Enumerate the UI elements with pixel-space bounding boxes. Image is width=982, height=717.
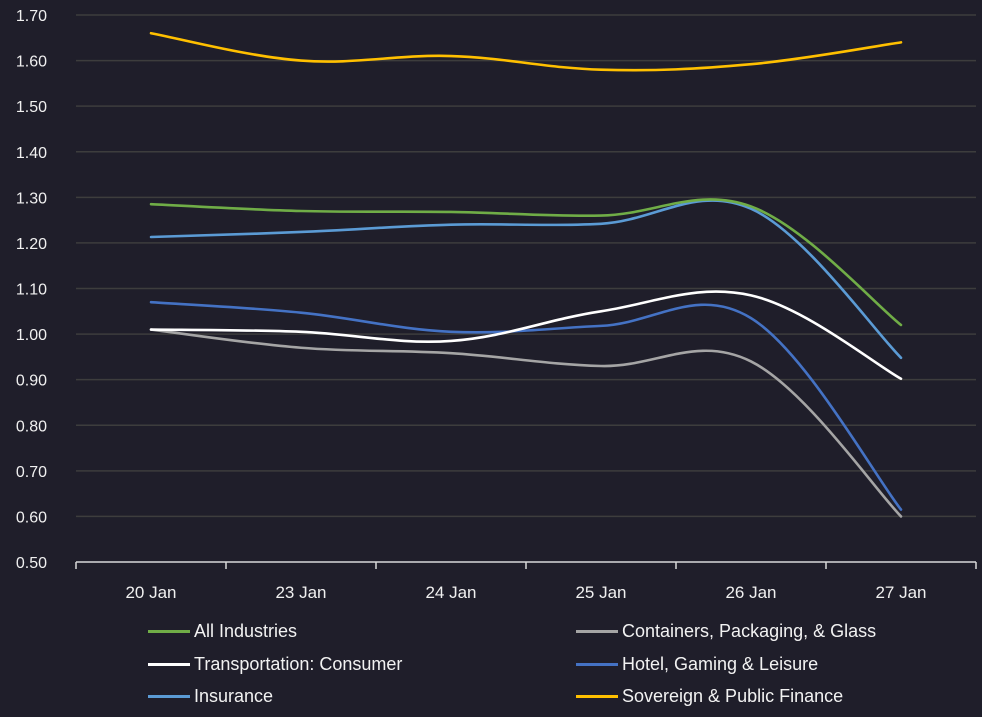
y-tick-label: 1.30 (16, 190, 47, 207)
series-line-sovereign-public-finance (149, 31, 903, 72)
y-tick-label: 0.70 (16, 464, 47, 481)
y-axis: 0.50 0.60 0.70 0.80 0.90 1.00 1.10 1.20 1.30 1.40… (16, 8, 47, 572)
x-tick-label: 23 Jan (275, 583, 326, 602)
legend-swatch (148, 630, 190, 633)
series-line-all-industries (149, 198, 903, 327)
series-lines (149, 31, 903, 518)
legend-label: Hotel, Gaming & Leisure (622, 654, 819, 674)
y-tick-label: 0.90 (16, 373, 47, 390)
legend-item-transportation-consumer[interactable]: Transportation: Consumer (148, 654, 402, 675)
series-line-hotel-gaming-leisure (149, 300, 903, 511)
y-tick-label: 1.20 (16, 236, 47, 253)
legend-swatch (576, 663, 618, 666)
legend-label: Sovereign & Public Finance (622, 686, 844, 706)
x-tick-label: 27 Jan (875, 583, 926, 602)
series-line-transportation-consumer (149, 290, 903, 381)
series-line-insurance (149, 199, 903, 360)
y-tick-label: 0.80 (16, 418, 47, 435)
y-tick-label: 1.00 (16, 327, 47, 344)
legend-swatch (576, 630, 618, 633)
y-tick-label: 1.40 (16, 145, 47, 162)
y-tick-label: 1.50 (16, 99, 47, 116)
legend-item-insurance[interactable]: Insurance (148, 686, 273, 707)
x-tick-label: 26 Jan (725, 583, 776, 602)
legend-swatch (576, 695, 618, 698)
legend-item-sovereign-public-finance[interactable]: Sovereign & Public Finance (576, 686, 843, 707)
x-axis: 20 Jan 23 Jan 24 Jan 25 Jan 26 Jan 27 Jan (75, 561, 977, 602)
legend-label: All Industries (194, 621, 298, 641)
y-tick-label: 0.60 (16, 509, 47, 526)
legend-item-hotel-gaming-leisure[interactable]: Hotel, Gaming & Leisure (576, 654, 818, 675)
x-tick-label: 24 Jan (425, 583, 476, 602)
y-tick-label: 1.60 (16, 54, 47, 71)
y-tick-label: 1.70 (16, 8, 47, 25)
y-tick-label: 0.50 (16, 555, 47, 572)
gridlines (76, 14, 976, 518)
legend-item-all-industries[interactable]: All Industries (148, 621, 297, 642)
legend-swatch (148, 695, 190, 698)
legend-label: Insurance (194, 686, 274, 706)
legend-item-containers-packaging-glass[interactable]: Containers, Packaging, & Glass (576, 621, 876, 642)
x-tick-label: 20 Jan (125, 583, 176, 602)
legend-label: Transportation: Consumer (194, 654, 403, 674)
x-tick-label: 25 Jan (575, 583, 626, 602)
legend-swatch (148, 663, 190, 666)
y-tick-label: 1.10 (16, 282, 47, 299)
legend-label: Containers, Packaging, & Glass (622, 621, 877, 641)
series-line-containers-packaging-glass (149, 328, 903, 518)
